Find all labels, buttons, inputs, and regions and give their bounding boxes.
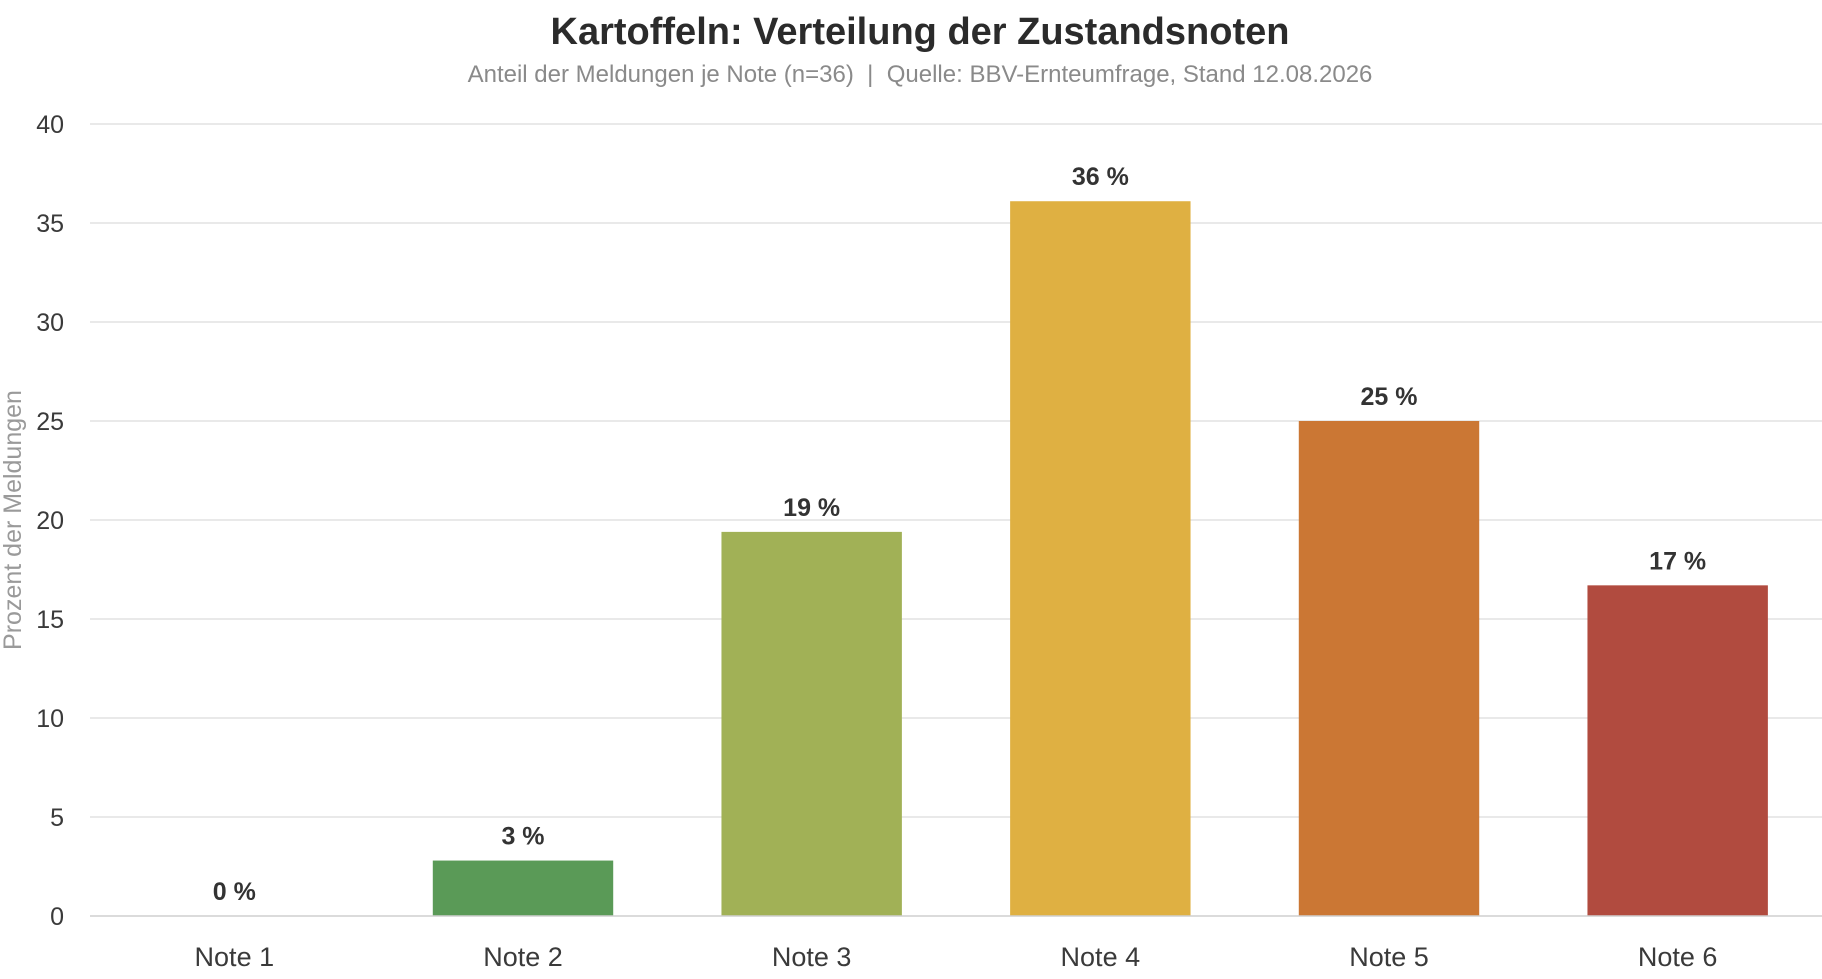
bar-note-5 [1298, 421, 1480, 916]
gridlines [90, 123, 1822, 818]
bar-note-6 [1587, 585, 1768, 916]
y-tick-label: 40 [36, 111, 64, 139]
data-label: 36 % [1072, 163, 1129, 191]
bars [432, 201, 1768, 917]
bar-note-4 [1010, 201, 1191, 917]
x-tick-label: Note 3 [772, 942, 852, 972]
y-axis-label: Prozent der Meldungen [0, 390, 27, 650]
chart-subtitle: Anteil der Meldungen je Note (n=36) | Qu… [468, 61, 1373, 88]
y-tick-label: 35 [36, 210, 64, 238]
y-tick-label: 5 [50, 804, 64, 832]
x-tick-label: Note 1 [195, 942, 275, 972]
y-tick-label: 30 [36, 309, 64, 337]
data-label: 3 % [501, 823, 544, 851]
data-label: 19 % [783, 494, 840, 522]
data-label: 0 % [213, 878, 256, 906]
data-label: 25 % [1361, 383, 1418, 411]
y-tick-label: 10 [36, 705, 64, 733]
x-tick-label: Note 6 [1638, 942, 1718, 972]
y-tick-label: 25 [36, 408, 64, 436]
y-axis-ticks: 0 5 10 15 20 25 30 35 40 [36, 111, 64, 931]
y-tick-label: 0 [50, 903, 64, 931]
bar-note-3 [721, 531, 902, 916]
x-tick-label: Note 4 [1061, 942, 1141, 972]
x-tick-label: Note 5 [1349, 942, 1429, 972]
x-axis-ticks: Note 1 Note 2 Note 3 Note 4 Note 5 Note 6 [195, 942, 1718, 972]
bar-note-2 [432, 860, 614, 916]
data-label: 17 % [1649, 547, 1706, 575]
x-tick-label: Note 2 [483, 942, 563, 972]
y-tick-label: 15 [36, 606, 64, 634]
chart-title: Kartoffeln: Verteilung der Zustandsnoten [551, 11, 1290, 53]
y-tick-label: 20 [36, 507, 64, 535]
data-labels: 0 % 3 % 19 % 36 % 25 % 17 % [213, 163, 1706, 906]
